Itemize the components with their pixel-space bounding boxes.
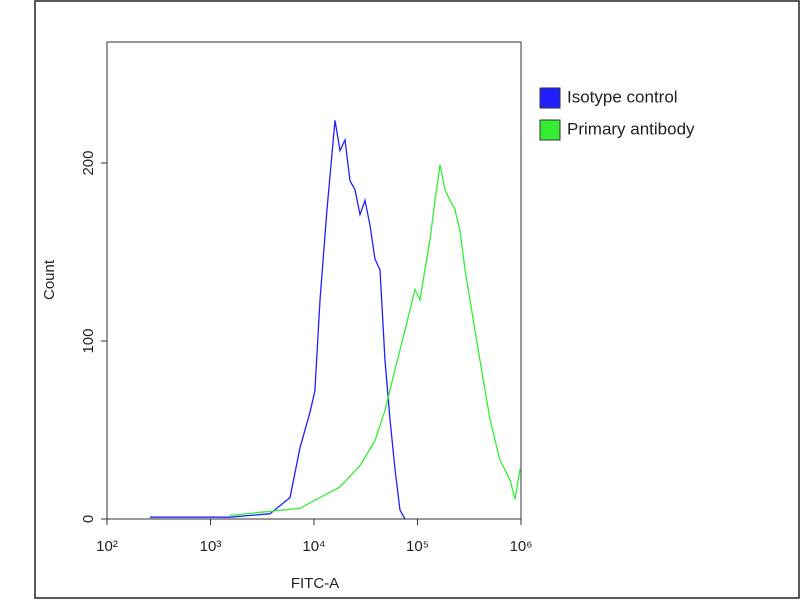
x-tick-label: 10⁴ xyxy=(302,538,325,555)
x-tick-label: 10⁵ xyxy=(406,538,429,555)
x-axis-label: FITC-A xyxy=(291,575,339,592)
series-line xyxy=(229,164,521,517)
outer-frame xyxy=(34,0,800,599)
legend-swatch xyxy=(539,119,561,141)
y-tick-label: 100 xyxy=(80,328,97,353)
y-tick-label: 200 xyxy=(80,151,97,176)
x-tick-label: 10² xyxy=(96,538,118,555)
y-axis-label: Count xyxy=(41,259,58,300)
x-tick-label: 10⁶ xyxy=(510,538,533,555)
legend-swatch xyxy=(539,87,561,109)
plot-frame xyxy=(106,41,522,520)
legend-label: Primary antibody xyxy=(567,119,695,138)
x-tick-label: 10³ xyxy=(200,538,222,555)
y-tick-label: 0 xyxy=(80,515,97,523)
series-line xyxy=(149,120,406,520)
legend-label: Isotype control xyxy=(567,87,678,106)
